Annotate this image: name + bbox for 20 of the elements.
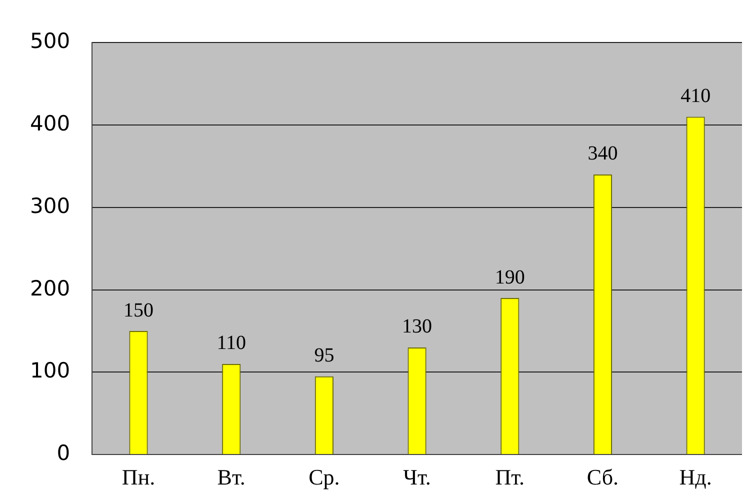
x-tick-label: Чт.: [403, 464, 431, 490]
data-label: 150: [124, 299, 154, 322]
x-tick-label: Ср.: [308, 464, 340, 490]
data-label: 95: [314, 344, 334, 367]
data-label: 110: [216, 332, 246, 354]
data-label: 130: [402, 316, 432, 338]
data-label: 190: [494, 266, 525, 288]
y-tick-label: 300: [30, 194, 70, 218]
data-label: 340: [588, 142, 618, 165]
y-tick-label: 500: [30, 29, 70, 54]
y-tick-label: 200: [30, 276, 70, 300]
x-tick-label: Нд.: [679, 464, 712, 490]
x-tick-label: Пн.: [122, 464, 156, 490]
y-tick-label: 100: [30, 358, 70, 383]
x-tick-label: Пт.: [495, 464, 525, 490]
x-tick-label: Сб.: [586, 464, 619, 490]
x-tick-label: Вт.: [217, 464, 246, 490]
y-tick-label: 0: [56, 441, 70, 466]
y-tick-label: 400: [30, 111, 70, 136]
data-label: 410: [680, 85, 711, 108]
